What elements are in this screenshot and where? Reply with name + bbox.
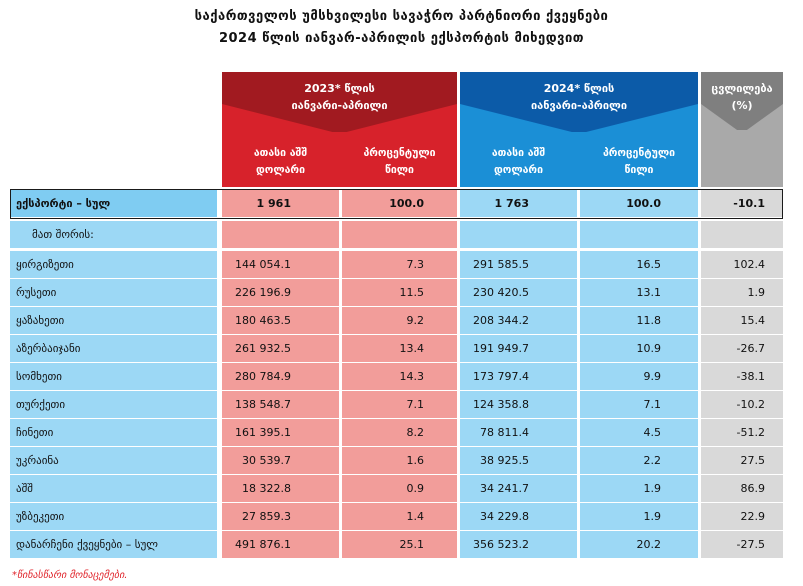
cell-s2023: 13.4 [342, 335, 457, 362]
cell-s2023: 100.0 [342, 190, 457, 217]
cell-v2024: 1 763 187.6 [460, 190, 577, 237]
cell-s2024: 13.1 [580, 279, 698, 306]
cell-v2023: 491 876.1 [222, 531, 339, 558]
header-2024-share: პროცენტული წილი [602, 147, 676, 176]
cell-s2023: 25.1 [342, 531, 457, 558]
cell-v2024: 78 811.4 [460, 419, 577, 446]
cell-s2023: 0.9 [342, 475, 457, 502]
cell-s2024 [580, 221, 698, 248]
cell-change: 27.5 [701, 447, 783, 474]
cell-s2023: 1.6 [342, 447, 457, 474]
cell-change: 22.9 [701, 503, 783, 530]
cell-v2024: 34 241.7 [460, 475, 577, 502]
cell-v2024: 208 344.2 [460, 307, 577, 334]
cell-s2023: 8.2 [342, 419, 457, 446]
cell-change: -51.2 [701, 419, 783, 446]
cell-v2024: 191 949.7 [460, 335, 577, 362]
header-2023-period: 2023* წლის იანვარი-აპრილი [291, 82, 388, 112]
cell-s2024: 11.8 [580, 307, 698, 334]
cell-s2024: 100.0 [580, 190, 698, 217]
cell-v2023: 27 859.3 [222, 503, 339, 530]
cell-v2024: 230 420.5 [460, 279, 577, 306]
cell-v2023: 161 395.1 [222, 419, 339, 446]
cell-s2023 [342, 221, 457, 248]
cell-change: 15.4 [701, 307, 783, 334]
cell-change: 102.4 [701, 251, 783, 278]
row-label: აზერბაიჯანი [10, 335, 217, 362]
cell-v2024 [460, 221, 577, 248]
row-label: მათ შორის: [10, 221, 217, 248]
header-2023-share: პროცენტული წილი [363, 147, 436, 176]
cell-s2024: 7.1 [580, 391, 698, 418]
cell-s2024: 9.9 [580, 363, 698, 390]
cell-change: -26.7 [701, 335, 783, 362]
row-label: აშშ [10, 475, 217, 502]
row-label: ყაზახეთი [10, 307, 217, 334]
row-label: დანარჩენი ქვეყნები – სულ [10, 531, 217, 558]
row-label: სომხეთი [10, 363, 217, 390]
cell-v2023: 138 548.7 [222, 391, 339, 418]
cell-s2023: 7.1 [342, 391, 457, 418]
cell-v2023: 18 322.8 [222, 475, 339, 502]
footnote: *წინასწარი მონაცემები. [12, 570, 128, 581]
cell-v2024: 356 523.2 [460, 531, 577, 558]
cell-change [701, 221, 783, 248]
header-2024-value: ათასი აშშ დოლარი [491, 147, 546, 176]
row-label: უკრაინა [10, 447, 217, 474]
row-label: უზბეკეთი [10, 503, 217, 530]
cell-v2024: 124 358.8 [460, 391, 577, 418]
row-label: რუსეთი [10, 279, 217, 306]
row-label: ექსპორტი – სულ [10, 190, 217, 217]
cell-v2023: 280 784.9 [222, 363, 339, 390]
row-label: ჩინეთი [10, 419, 217, 446]
cell-v2024: 34 229.8 [460, 503, 577, 530]
header-2023-value: ათასი აშშ დოლარი [253, 147, 308, 176]
cell-change: -38.1 [701, 363, 783, 390]
cell-s2023: 11.5 [342, 279, 457, 306]
cell-s2023: 14.3 [342, 363, 457, 390]
row-label: თურქეთი [10, 391, 217, 418]
row-label: ყირგიზეთი [10, 251, 217, 278]
cell-s2024: 1.9 [580, 475, 698, 502]
cell-s2024: 16.5 [580, 251, 698, 278]
cell-v2024: 38 925.5 [460, 447, 577, 474]
cell-v2023: 180 463.5 [222, 307, 339, 334]
cell-change: -27.5 [701, 531, 783, 558]
table-title: საქართველოს უმსხვილესი სავაჭრო პარტნიორი… [194, 9, 609, 24]
cell-s2023: 9.2 [342, 307, 457, 334]
cell-v2023: 1 961 973.5 [222, 190, 339, 237]
cell-s2023: 1.4 [342, 503, 457, 530]
cell-change: -10.1 [701, 190, 783, 217]
cell-v2023: 30 539.7 [222, 447, 339, 474]
cell-v2023 [222, 221, 339, 248]
cell-s2024: 20.2 [580, 531, 698, 558]
cell-v2023: 261 932.5 [222, 335, 339, 362]
cell-change: 86.9 [701, 475, 783, 502]
cell-s2024: 2.2 [580, 447, 698, 474]
cell-s2023: 7.3 [342, 251, 457, 278]
cell-s2024: 4.5 [580, 419, 698, 446]
cell-v2023: 144 054.1 [222, 251, 339, 278]
cell-v2024: 173 797.4 [460, 363, 577, 390]
table-subtitle: 2024 წლის იანვარ-აპრილის ექსპორტის მიხედ… [218, 31, 585, 46]
header-change: ცვლილება (%) [701, 72, 783, 187]
header-2023: 2023* წლის იანვარი-აპრილი ათასი აშშ დოლა… [222, 72, 457, 187]
cell-v2023: 226 196.9 [222, 279, 339, 306]
header-change-label: ცვლილება (%) [711, 82, 773, 112]
cell-change: 1.9 [701, 279, 783, 306]
header-2024-period: 2024* წლის იანვარი-აპრილი [530, 82, 628, 112]
cell-v2024: 291 585.5 [460, 251, 577, 278]
cell-s2024: 1.9 [580, 503, 698, 530]
cell-change: -10.2 [701, 391, 783, 418]
cell-s2024: 10.9 [580, 335, 698, 362]
header-2024: 2024* წლის იანვარი-აპრილი ათასი აშშ დოლა… [460, 72, 698, 187]
